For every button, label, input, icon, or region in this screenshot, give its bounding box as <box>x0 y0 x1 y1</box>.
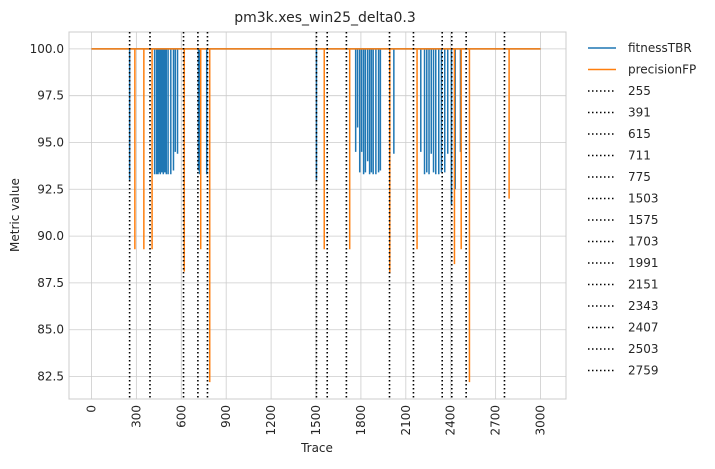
legend-label-vline-2759: 2759 <box>628 364 659 378</box>
y-tick-label: 95.0 <box>37 135 64 149</box>
y-tick-label: 100.0 <box>30 42 64 56</box>
legend: fitnessTBR precisionFP 255 391 615 711 775 1503… <box>588 41 696 378</box>
legend-label-vline-2343: 2343 <box>628 299 659 313</box>
x-tick-label: 1200 <box>264 405 278 436</box>
legend-label-vline-391: 391 <box>628 106 651 120</box>
x-tick-label: 2400 <box>444 405 458 436</box>
legend-label-fitnessTBR: fitnessTBR <box>628 41 692 55</box>
x-tick-label: 3000 <box>534 405 548 436</box>
legend-label-vline-2503: 2503 <box>628 342 659 356</box>
y-tick-label: 97.5 <box>37 89 64 103</box>
legend-label-vline-1503: 1503 <box>628 192 659 206</box>
legend-label-vline-2407: 2407 <box>628 321 659 335</box>
y-tick-label: 92.5 <box>37 182 64 196</box>
y-tick-label: 85.0 <box>37 323 64 337</box>
x-tick-label: 300 <box>129 405 143 428</box>
chart-title: pm3k.xes_win25_delta0.3 <box>234 10 416 26</box>
x-tick-label: 2700 <box>489 405 503 436</box>
y-tick-label: 90.0 <box>37 229 64 243</box>
y-tick-label: 87.5 <box>37 276 64 290</box>
legend-label-vline-1991: 1991 <box>628 256 659 270</box>
plot-border <box>68 31 567 400</box>
legend-label-precisionFP: precisionFP <box>628 63 696 77</box>
y-axis-label: Metric value <box>8 178 22 252</box>
x-tick-label: 0 <box>84 405 98 413</box>
x-tick-label: 2100 <box>399 405 413 436</box>
series-line-precisionFP <box>91 48 541 383</box>
legend-label-vline-255: 255 <box>628 84 651 98</box>
legend-label-vline-775: 775 <box>628 170 651 184</box>
legend-label-vline-1575: 1575 <box>628 213 659 227</box>
plot-area <box>91 32 541 399</box>
legend-label-vline-2151: 2151 <box>628 278 659 292</box>
legend-label-vline-615: 615 <box>628 127 651 141</box>
x-tick-label: 600 <box>174 405 188 428</box>
x-tick-label: 1800 <box>354 405 368 436</box>
x-tick-label: 1500 <box>309 405 323 436</box>
series-line-fitnessTBR <box>91 48 541 205</box>
legend-label-vline-1703: 1703 <box>628 235 659 249</box>
x-axis-label: Trace <box>300 441 333 455</box>
legend-label-vline-711: 711 <box>628 149 651 163</box>
y-tick-label: 82.5 <box>37 370 64 384</box>
x-tick-label: 900 <box>219 405 233 428</box>
